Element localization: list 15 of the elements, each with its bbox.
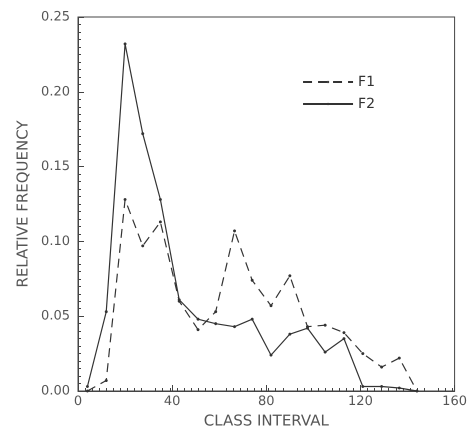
x-tick-label: 120 — [348, 394, 373, 409]
y-tick-label: 0.05 — [41, 308, 70, 324]
x-tick-label: 80 — [258, 394, 275, 409]
x-tick-label: 0 — [74, 394, 82, 409]
legend-label: F2 — [358, 96, 376, 112]
y-tick-label: 0.20 — [41, 84, 70, 100]
y-tick-label: 0.15 — [41, 159, 70, 174]
y-tick-label: 0.00 — [41, 384, 70, 398]
x-tick-label: 160 — [442, 394, 468, 409]
legend-label: F1 — [358, 74, 376, 90]
y-tick-label: 0.25 — [41, 10, 70, 24]
x-tick-label: 40 — [164, 394, 180, 409]
y-axis-title: RELATIVE FREQUENCY — [14, 120, 32, 288]
x-axis-title: CLASS INTERVAL — [204, 412, 330, 430]
y-tick-label: 0.10 — [41, 234, 70, 249]
